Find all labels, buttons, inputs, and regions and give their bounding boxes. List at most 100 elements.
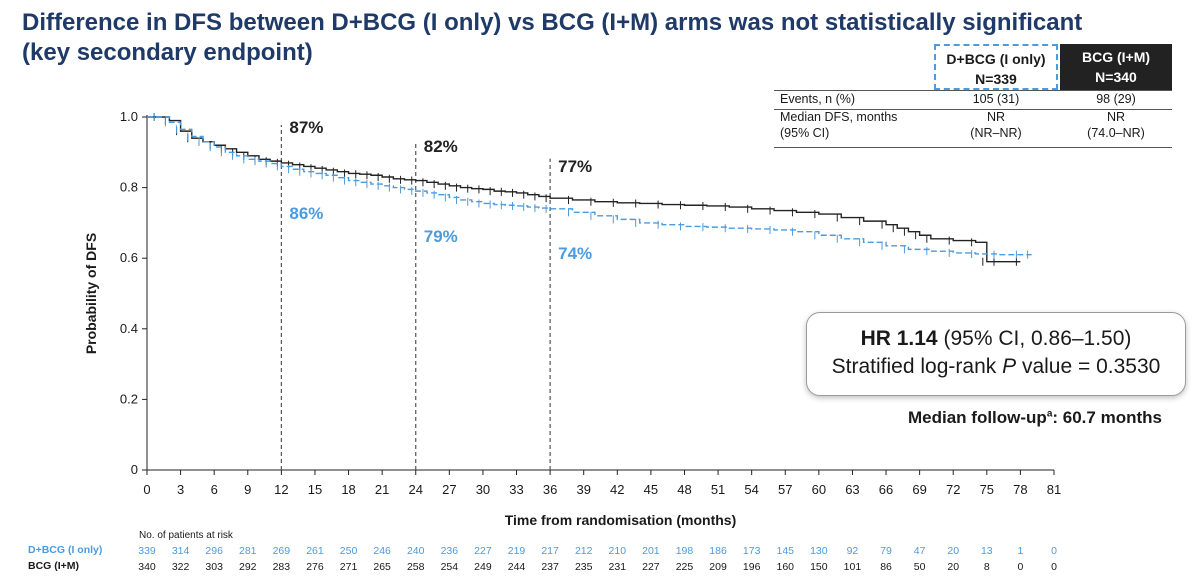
at-risk-value-d-bcg: 269: [273, 545, 291, 557]
at-risk-title: No. of patients at risk: [139, 530, 233, 541]
at-risk-value-d-bcg: 314: [172, 545, 190, 557]
x-tick-label: 69: [912, 482, 926, 497]
y-tick-label: 0: [131, 462, 138, 477]
landmark-label-d-bcg: 79%: [424, 227, 458, 246]
at-risk-value-d-bcg: 130: [810, 545, 828, 557]
hr-line: HR 1.14 (95% CI, 0.86–1.50): [807, 325, 1185, 353]
x-tick-label: 30: [476, 482, 490, 497]
at-risk-value-bcg: 235: [575, 561, 593, 573]
landmark-label-bcg: 87%: [289, 118, 323, 137]
events-bcg: 98 (29): [1096, 92, 1136, 106]
at-risk-value-bcg: 8: [984, 561, 990, 573]
at-risk-value-d-bcg: 236: [441, 545, 459, 557]
x-axis-label: Time from randomisation (months): [505, 512, 737, 528]
at-risk-value-d-bcg: 47: [914, 545, 926, 557]
header-bcg-arm: BCG (I+M): [1081, 49, 1151, 65]
at-risk-value-bcg: 101: [844, 561, 862, 573]
at-risk-value-bcg: 20: [947, 561, 959, 573]
at-risk-value-bcg: 249: [474, 561, 492, 573]
at-risk-value-d-bcg: 212: [575, 545, 593, 557]
at-risk-value-bcg: 231: [609, 561, 627, 573]
x-tick-label: 72: [946, 482, 960, 497]
at-risk-value-d-bcg: 1: [1017, 545, 1023, 557]
followup-text: Median follow-up: [908, 408, 1047, 427]
x-tick-label: 9: [244, 482, 251, 497]
x-tick-label: 57: [778, 482, 792, 497]
at-risk-value-d-bcg: 186: [709, 545, 727, 557]
y-tick-label: 1.0: [120, 109, 138, 124]
at-risk-value-bcg: 0: [1017, 561, 1023, 573]
landmark-label-bcg: 82%: [424, 137, 458, 156]
x-tick-label: 33: [509, 482, 523, 497]
at-risk-value-d-bcg: 281: [239, 545, 257, 557]
at-risk-value-d-bcg: 13: [981, 545, 993, 557]
at-risk-value-bcg: 254: [441, 561, 459, 573]
x-tick-label: 39: [576, 482, 590, 497]
at-risk-value-bcg: 258: [407, 561, 425, 573]
at-risk-value-bcg: 283: [273, 561, 291, 573]
x-tick-label: 54: [744, 482, 758, 497]
landmark-label-d-bcg: 86%: [289, 204, 323, 223]
x-tick-label: 48: [677, 482, 691, 497]
at-risk-value-bcg: 271: [340, 561, 358, 573]
at-risk-value-bcg: 244: [508, 561, 526, 573]
at-risk-value-d-bcg: 246: [373, 545, 391, 557]
header-d-bcg-n: N=339: [975, 71, 1017, 87]
x-tick-label: 42: [610, 482, 624, 497]
x-tick-label: 51: [711, 482, 725, 497]
table-row-events: Events, n (%) 105 (31) 98 (29): [774, 90, 1172, 110]
hazard-ratio-box: HR 1.14 (95% CI, 0.86–1.50) Stratified l…: [806, 312, 1186, 396]
title-line-2: (key secondary endpoint): [22, 39, 313, 66]
at-risk-value-bcg: 225: [676, 561, 694, 573]
page-title: Difference in DFS between D+BCG (I only)…: [22, 8, 1082, 68]
at-risk-value-d-bcg: 261: [306, 545, 324, 557]
y-tick-label: 0.8: [120, 180, 138, 195]
at-risk-value-bcg: 292: [239, 561, 257, 573]
logrank-post: value = 0.3530: [1016, 355, 1161, 378]
median-bcg-ci: (74.0–NR): [1087, 126, 1145, 140]
x-tick-label: 81: [1047, 482, 1061, 497]
at-risk-value-bcg: 227: [642, 561, 660, 573]
logrank-line: Stratified log-rank P value = 0.3530: [807, 353, 1185, 381]
at-risk-value-bcg: 196: [743, 561, 761, 573]
at-risk-value-bcg: 209: [709, 561, 727, 573]
median-d-bcg-value: NR: [986, 110, 1006, 124]
median-followup: Median follow-upa: 60.7 months: [908, 408, 1162, 428]
logrank-pre: Stratified log-rank: [831, 355, 1003, 378]
at-risk-value-d-bcg: 219: [508, 545, 526, 557]
at-risk-value-bcg: 237: [541, 561, 559, 573]
x-tick-label: 0: [143, 482, 150, 497]
at-risk-value-d-bcg: 210: [609, 545, 627, 557]
at-risk-value-d-bcg: 92: [847, 545, 859, 557]
x-tick-label: 63: [845, 482, 859, 497]
at-risk-value-bcg: 265: [373, 561, 391, 573]
header-d-bcg: D+BCG (I only) N=339: [934, 44, 1058, 90]
at-risk-value-d-bcg: 339: [138, 545, 156, 557]
y-tick-label: 0.2: [120, 391, 138, 406]
y-axis-label: Probability of DFS: [83, 233, 99, 354]
followup-sup: a: [1046, 408, 1053, 420]
median-label: Median DFS, months (95% CI): [780, 109, 897, 141]
x-tick-label: 66: [879, 482, 893, 497]
x-tick-label: 12: [274, 482, 288, 497]
at-risk-value-bcg: 150: [810, 561, 828, 573]
median-label-line2: (95% CI): [780, 126, 830, 140]
followup-value: : 60.7 months: [1052, 408, 1162, 427]
at-risk-value-d-bcg: 227: [474, 545, 492, 557]
at-risk-value-bcg: 160: [776, 561, 794, 573]
at-risk-value-d-bcg: 0: [1051, 545, 1057, 557]
at-risk-value-d-bcg: 250: [340, 545, 358, 557]
x-tick-label: 78: [1013, 482, 1027, 497]
header-bcg-n: N=340: [1095, 69, 1137, 85]
header-d-bcg-arm: D+BCG (I only): [946, 51, 1046, 67]
series-line-d-bcg: [147, 116, 1032, 256]
at-risk-value-d-bcg: 240: [407, 545, 425, 557]
at-risk-value-d-bcg: 145: [776, 545, 794, 557]
x-tick-label: 60: [812, 482, 826, 497]
median-d-bcg-ci: (NR–NR): [970, 126, 1022, 140]
at-risk-value-d-bcg: 79: [880, 545, 892, 557]
logrank-p: P: [1002, 355, 1017, 378]
x-tick-label: 6: [211, 482, 218, 497]
x-tick-label: 27: [442, 482, 456, 497]
